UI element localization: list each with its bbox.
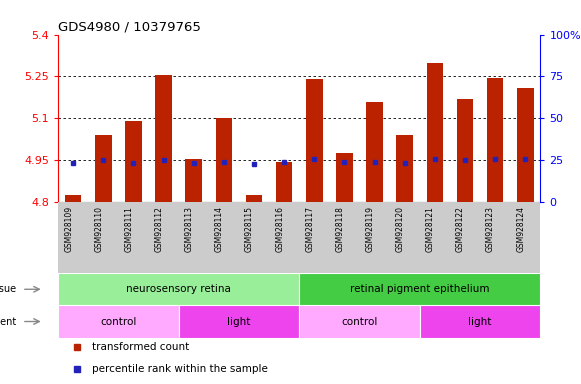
Bar bbox=[179, 305, 299, 338]
Text: neurosensory retina: neurosensory retina bbox=[126, 284, 231, 294]
Text: light: light bbox=[227, 316, 250, 326]
Text: transformed count: transformed count bbox=[92, 342, 189, 352]
Text: GSM928110: GSM928110 bbox=[94, 206, 103, 252]
Text: GSM928116: GSM928116 bbox=[275, 206, 284, 252]
Text: GSM928121: GSM928121 bbox=[426, 206, 435, 252]
Text: agent: agent bbox=[0, 316, 17, 326]
Text: GSM928111: GSM928111 bbox=[124, 206, 134, 252]
Text: percentile rank within the sample: percentile rank within the sample bbox=[92, 364, 268, 374]
Bar bbox=[185, 159, 202, 202]
Text: control: control bbox=[341, 316, 378, 326]
Bar bbox=[58, 273, 299, 305]
Text: GSM928112: GSM928112 bbox=[155, 206, 164, 252]
Text: GSM928113: GSM928113 bbox=[185, 206, 193, 252]
Bar bbox=[426, 63, 443, 202]
Bar bbox=[299, 273, 540, 305]
Text: GSM928117: GSM928117 bbox=[305, 206, 314, 252]
Text: GSM928114: GSM928114 bbox=[215, 206, 224, 252]
Text: GDS4980 / 10379765: GDS4980 / 10379765 bbox=[58, 20, 201, 33]
Bar bbox=[457, 99, 474, 202]
Bar bbox=[276, 162, 292, 202]
Bar bbox=[216, 118, 232, 202]
Text: GSM928123: GSM928123 bbox=[486, 206, 495, 252]
Text: GSM928120: GSM928120 bbox=[396, 206, 405, 252]
Bar bbox=[155, 75, 172, 202]
Bar bbox=[299, 305, 420, 338]
Bar bbox=[125, 121, 142, 202]
Text: GSM928124: GSM928124 bbox=[517, 206, 525, 252]
Text: GSM928122: GSM928122 bbox=[456, 206, 465, 252]
Bar bbox=[306, 79, 322, 202]
Bar bbox=[420, 305, 540, 338]
Bar bbox=[366, 102, 383, 202]
Bar bbox=[487, 78, 503, 202]
Bar bbox=[65, 195, 81, 202]
Bar bbox=[396, 135, 413, 202]
Text: GSM928115: GSM928115 bbox=[245, 206, 254, 252]
Bar bbox=[58, 305, 179, 338]
Bar bbox=[517, 88, 533, 202]
Text: light: light bbox=[468, 316, 492, 326]
Text: GSM928119: GSM928119 bbox=[365, 206, 375, 252]
Bar bbox=[336, 153, 353, 202]
Text: control: control bbox=[100, 316, 137, 326]
Text: GSM928118: GSM928118 bbox=[335, 206, 345, 252]
Bar bbox=[95, 135, 112, 202]
Bar bbox=[246, 195, 262, 202]
Text: retinal pigment epithelium: retinal pigment epithelium bbox=[350, 284, 490, 294]
Text: tissue: tissue bbox=[0, 284, 17, 294]
Text: GSM928109: GSM928109 bbox=[64, 206, 73, 252]
